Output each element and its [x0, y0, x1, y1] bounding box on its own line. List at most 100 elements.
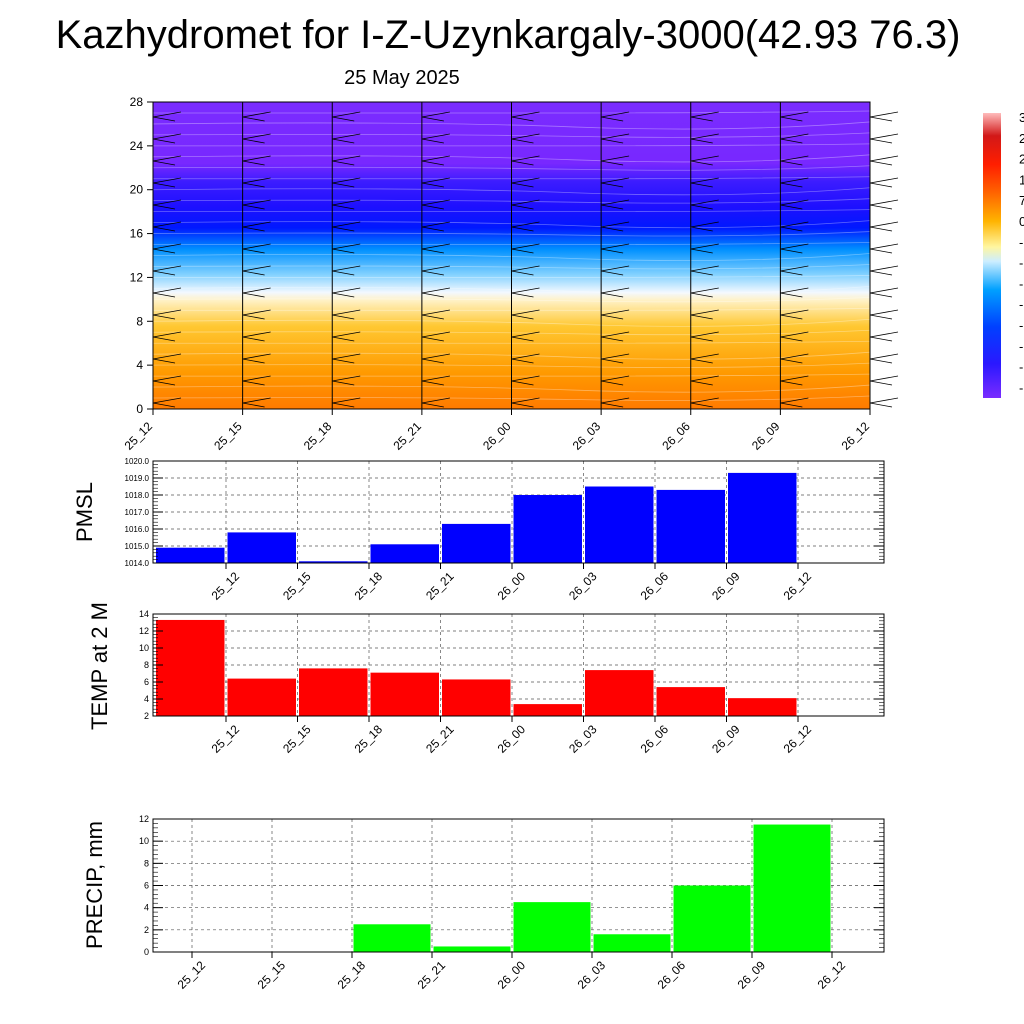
y-tick-label: 12: [130, 270, 144, 284]
x-tick-label: 26_03: [566, 569, 600, 603]
wind-barb: [511, 199, 540, 206]
colorbar-gradient: [983, 113, 1001, 398]
wind-barb: [869, 248, 893, 254]
chart-subtitle: 25 May 2025: [344, 67, 460, 89]
wind-barb: [869, 160, 893, 166]
wind-barb: [601, 375, 630, 382]
wind-barb: [332, 133, 361, 140]
contour-line: [152, 351, 871, 360]
colorbar-label: -: [1019, 276, 1023, 291]
contour-line: [153, 209, 871, 213]
wind-barb: [511, 336, 534, 342]
cross-section-heatmap: 0 4 8 12 16 20 24 28 25_12 25_15 25_18 25_21 26_00 26…: [122, 95, 899, 453]
wind-barb: [332, 155, 361, 162]
wind-barb: [601, 314, 624, 320]
x-tick-label: 25_12: [175, 958, 209, 992]
wind-barb: [421, 116, 444, 122]
wind-barb: [242, 177, 271, 184]
wind-barb: [511, 309, 540, 316]
wind-barb: [511, 116, 534, 122]
wind-barb: [869, 133, 899, 140]
wind-barb: [601, 353, 630, 360]
wind-barb: [332, 331, 361, 338]
wind-barb: [421, 336, 444, 342]
wind-barb: [601, 155, 630, 162]
wind-barb: [780, 182, 803, 188]
precip-bar: [299, 561, 368, 563]
y-axis-label: PMSL: [72, 482, 97, 542]
contour-line: [152, 275, 871, 278]
wind-barb: [332, 314, 355, 320]
wind-barb: [869, 287, 899, 294]
wind-barb: [511, 160, 534, 166]
wind-barb: [332, 199, 361, 206]
wind-barb: [690, 248, 713, 254]
wind-barb: [152, 292, 176, 298]
wind-barb: [332, 287, 361, 294]
x-tick-label: 26_09: [735, 958, 769, 992]
y-tick-label: 1016.0: [125, 525, 150, 534]
wind-barb: [601, 292, 624, 298]
wind-barb: [690, 353, 719, 360]
wind-barb: [601, 138, 624, 144]
wind-barb: [869, 226, 893, 232]
wind-barb: [690, 221, 719, 228]
wind-barb: [869, 358, 893, 364]
colorbar-label: -: [1019, 235, 1023, 250]
wind-barb: [869, 336, 893, 342]
wind-barb: [869, 138, 893, 144]
wind-barb: [242, 397, 271, 404]
x-tick-label: 25_21: [415, 958, 449, 992]
x-tick-label: 26_09: [749, 419, 783, 453]
wind-barb: [601, 331, 630, 338]
wind-barb: [242, 160, 265, 166]
contour-line: [152, 187, 871, 196]
wind-barb: [242, 204, 265, 210]
x-tick-label: 26_06: [638, 569, 672, 603]
wind-barb: [421, 226, 444, 232]
wind-barb: [511, 226, 534, 232]
wind-barb: [152, 375, 182, 382]
wind-barb: [511, 270, 534, 276]
wind-barb: [242, 353, 271, 360]
contour-line: [152, 384, 871, 393]
x-tick-label: 25_21: [423, 722, 457, 756]
wind-barb: [511, 292, 534, 298]
wind-barb: [601, 358, 624, 364]
colorbar: 3 2 2 1 7 0 - - - - - - - -: [983, 110, 1024, 398]
wind-barb: [690, 336, 713, 342]
x-tick-label: 26_03: [575, 958, 609, 992]
wind-barb: [601, 402, 624, 408]
wind-barb: [780, 292, 803, 298]
wind-barb: [601, 287, 630, 294]
colorbar-label: -: [1019, 380, 1023, 395]
wind-barb: [152, 314, 176, 320]
y-tick-label: 12: [139, 814, 149, 824]
wind-barb: [242, 133, 271, 140]
x-tick-label: 26_09: [709, 569, 743, 603]
wind-barb: [332, 380, 355, 386]
y-tick-label: 1017.0: [125, 508, 150, 517]
wind-barb: [690, 138, 713, 144]
wind-barb: [332, 116, 355, 122]
colorbar-label: 2: [1019, 152, 1024, 167]
wind-barb: [152, 402, 176, 408]
wind-barb: [152, 270, 176, 276]
x-tick-label: 26_00: [480, 419, 514, 453]
wind-barb: [690, 397, 719, 404]
contour-line: [153, 176, 871, 180]
wind-barb: [780, 116, 803, 122]
wind-barb: [242, 402, 265, 408]
wind-barb: [242, 336, 265, 342]
wind-barb: [690, 375, 719, 382]
wind-barb: [601, 199, 630, 206]
wind-barb: [780, 248, 803, 254]
wind-barb: [511, 111, 540, 118]
wind-barb: [780, 111, 809, 118]
wind-barb: [690, 265, 719, 272]
contour-line: [152, 165, 871, 171]
x-tick-label: 25_18: [352, 722, 386, 756]
wind-barb: [690, 358, 713, 364]
colorbar-label: -: [1019, 318, 1023, 333]
x-tick-label: 26_12: [815, 958, 849, 992]
